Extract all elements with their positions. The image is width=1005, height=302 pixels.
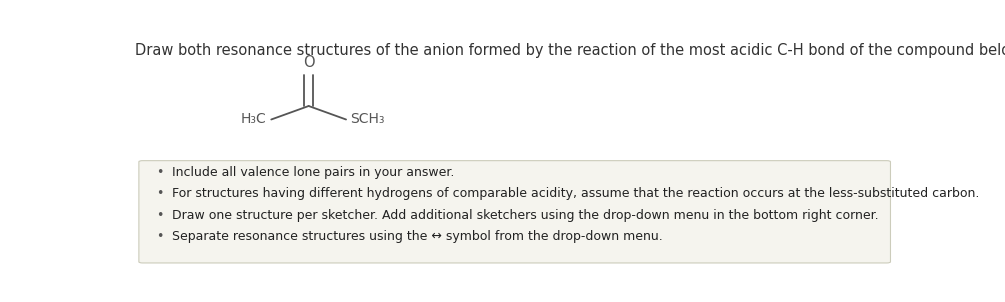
Text: Draw both resonance structures of the anion formed by the reaction of the most a: Draw both resonance structures of the an… (135, 43, 1005, 58)
Text: •: • (156, 209, 164, 222)
Text: H₃C: H₃C (241, 112, 266, 127)
FancyBboxPatch shape (139, 161, 890, 263)
Text: Include all valence lone pairs in your answer.: Include all valence lone pairs in your a… (173, 166, 454, 179)
Text: SCH₃: SCH₃ (350, 112, 385, 127)
Text: Separate resonance structures using the ↔ symbol from the drop-down menu.: Separate resonance structures using the … (173, 230, 663, 243)
Text: •: • (156, 187, 164, 200)
Text: •: • (156, 166, 164, 179)
Text: O: O (303, 56, 315, 70)
Text: For structures having different hydrogens of comparable acidity, assume that the: For structures having different hydrogen… (173, 187, 980, 200)
Text: Draw one structure per sketcher. Add additional sketchers using the drop-down me: Draw one structure per sketcher. Add add… (173, 209, 879, 222)
Text: •: • (156, 230, 164, 243)
